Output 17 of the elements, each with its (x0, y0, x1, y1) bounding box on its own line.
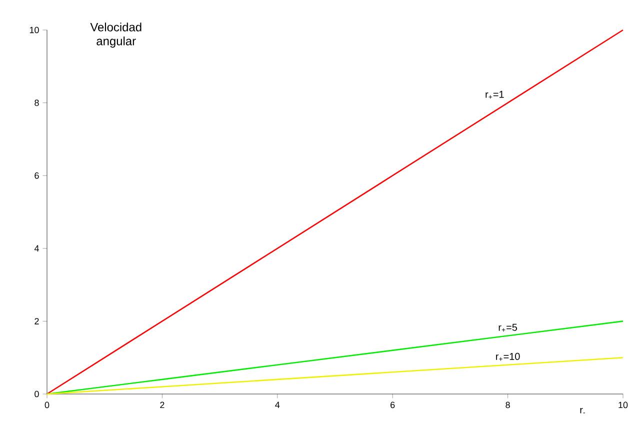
x-tick-label: 6 (390, 402, 395, 408)
series-label: r$_{+}$=10 (496, 352, 520, 361)
x-tick-label: 2 (160, 402, 164, 408)
series-label: r$_{+}$=1 (486, 90, 504, 99)
y-tick-label: 10 (30, 26, 39, 34)
x-tick-label: 4 (275, 402, 280, 408)
x-axis-title: r$_{-}$ (580, 408, 585, 414)
x-tick-label: 10 (618, 402, 628, 408)
series-label: r$_{+}$=5 (498, 324, 518, 332)
y-tick-label: 4 (34, 245, 39, 252)
chart-title: Velocidad angular (90, 22, 142, 48)
y-tick-label: 6 (34, 172, 39, 179)
y-tick-label: 2 (34, 318, 39, 324)
x-tick-label: 8 (506, 402, 510, 408)
x-tick-label: 0 (44, 402, 50, 408)
y-tick-label: 0 (34, 390, 39, 398)
y-tick-label: 8 (34, 100, 39, 106)
